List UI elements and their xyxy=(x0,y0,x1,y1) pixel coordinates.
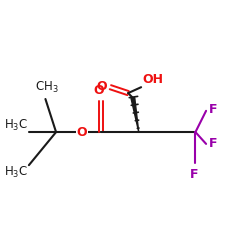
Text: OH: OH xyxy=(142,73,163,86)
Text: O: O xyxy=(77,126,87,138)
Polygon shape xyxy=(131,98,139,132)
Text: F: F xyxy=(190,168,198,180)
Text: H$_3$C: H$_3$C xyxy=(4,165,28,180)
Text: O: O xyxy=(96,80,107,92)
Text: F: F xyxy=(209,138,218,150)
Text: CH$_3$: CH$_3$ xyxy=(35,80,58,96)
Text: H$_3$C: H$_3$C xyxy=(4,118,28,132)
Text: O: O xyxy=(93,84,104,97)
Text: F: F xyxy=(209,103,218,116)
